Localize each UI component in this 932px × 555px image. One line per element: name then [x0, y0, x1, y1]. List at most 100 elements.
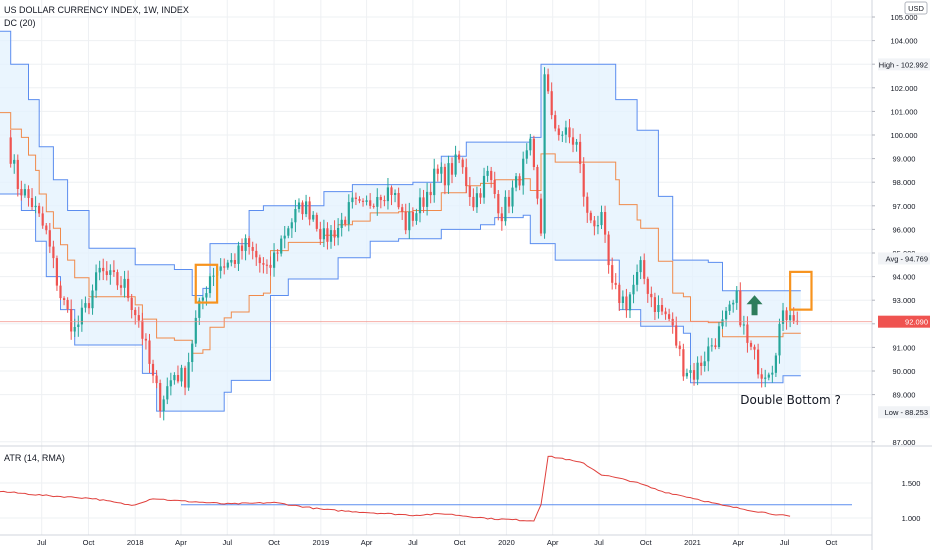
candle: [41, 213, 44, 226]
candle: [561, 134, 564, 136]
candle: [358, 199, 361, 201]
candle: [536, 167, 539, 199]
y-tick-label: 99.000: [893, 155, 916, 164]
candle: [301, 202, 304, 215]
candle: [568, 127, 571, 138]
candle: [554, 115, 557, 129]
candle: [636, 272, 639, 285]
candle: [689, 370, 692, 373]
candle: [408, 211, 411, 231]
candle: [525, 150, 528, 159]
avg-badge: Avg - 94.769: [878, 252, 930, 265]
candle: [632, 284, 635, 295]
candle: [173, 375, 176, 381]
candle: [30, 198, 34, 207]
x-tick-label: Apr: [175, 538, 187, 547]
donchian-upper: [0, 30, 801, 296]
candle: [518, 176, 521, 186]
up-arrow-icon: [746, 295, 763, 316]
current-price-badge-bg: [878, 315, 930, 328]
candle: [244, 238, 247, 251]
candle: [258, 257, 261, 264]
candle: [123, 278, 126, 288]
candle: [678, 345, 681, 350]
candle: [515, 176, 518, 188]
candle: [596, 225, 599, 227]
candle: [87, 303, 91, 309]
candle: [732, 302, 735, 305]
atr-line: [0, 455, 791, 522]
candle: [130, 297, 133, 310]
candle: [20, 189, 23, 196]
candle: [191, 343, 194, 362]
candle: [792, 315, 795, 321]
currency-label: USD: [908, 4, 924, 13]
candle: [166, 386, 169, 400]
high-badge: High - 102.992: [878, 58, 930, 71]
candle: [84, 303, 87, 308]
candle: [95, 272, 98, 291]
candle: [73, 327, 76, 332]
y-tick-label: 89.000: [893, 391, 916, 400]
low-badge: Low - 88.253: [878, 406, 930, 419]
candle: [169, 380, 172, 387]
candle: [333, 230, 336, 238]
candle: [611, 265, 614, 283]
x-tick-label: Jul: [408, 538, 418, 547]
candle: [749, 342, 753, 347]
candle: [582, 163, 585, 197]
candle: [233, 260, 236, 264]
candle: [187, 362, 190, 388]
y-tick-label: 93.000: [893, 296, 916, 305]
candle: [329, 230, 333, 242]
candle: [539, 198, 543, 234]
x-tick-label: 2021: [684, 538, 701, 547]
candle: [692, 370, 696, 380]
candle: [443, 166, 446, 186]
x-tick-label: 2018: [127, 538, 144, 547]
candle: [586, 196, 589, 213]
x-tick-label: Apr: [547, 538, 559, 547]
candle: [361, 200, 365, 202]
candle: [347, 202, 350, 225]
candle: [422, 197, 425, 207]
candle: [184, 367, 187, 388]
candle: [276, 252, 279, 254]
candle: [105, 271, 108, 275]
candle: [38, 205, 41, 214]
candle: [151, 363, 155, 376]
candle: [226, 262, 229, 268]
candle: [614, 282, 617, 285]
y-tick-label: 104.000: [890, 37, 917, 46]
current-price-badge-text: 92.090: [905, 318, 928, 327]
candle: [739, 290, 742, 326]
candle: [223, 266, 226, 268]
candle: [707, 346, 710, 362]
candle: [212, 275, 215, 277]
candle: [639, 260, 642, 273]
candle: [80, 307, 83, 325]
candle: [753, 346, 756, 350]
candle: [426, 191, 429, 207]
low-badge-text: Low - 88.253: [885, 408, 928, 417]
candle: [59, 285, 62, 299]
y-tick-label: 100.000: [890, 131, 917, 140]
candle: [70, 309, 73, 332]
candle: [781, 310, 785, 324]
candle: [77, 324, 80, 327]
candle: [415, 213, 418, 221]
candle: [230, 260, 233, 263]
candle: [255, 250, 258, 258]
atr-tick-label: 1.000: [902, 514, 921, 523]
candle: [137, 315, 140, 321]
candle: [397, 193, 400, 208]
candle: [589, 212, 592, 221]
candle: [308, 201, 311, 220]
candle: [511, 187, 514, 207]
candle: [418, 197, 422, 214]
candle: [717, 326, 721, 347]
candle: [735, 290, 738, 303]
chart-title: US DOLLAR CURRENCY INDEX, 1W, INDEX: [4, 5, 189, 15]
candle: [682, 349, 685, 377]
candle: [532, 138, 535, 167]
